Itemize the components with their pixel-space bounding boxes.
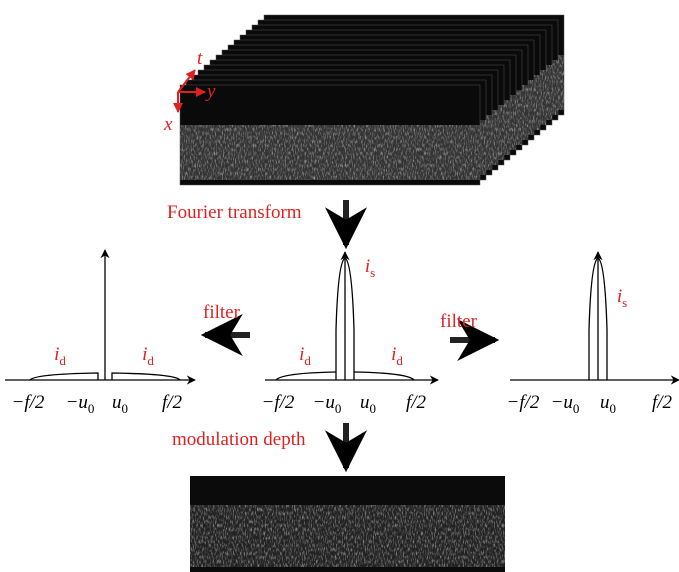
tick-label-main: −u bbox=[551, 392, 573, 413]
tick-label: f/2 bbox=[652, 392, 673, 413]
tick-label: u0 bbox=[600, 392, 616, 416]
image-stack bbox=[180, 15, 564, 185]
component-label: is bbox=[617, 286, 627, 310]
spectra bbox=[5, 250, 679, 380]
arrow-label: filter bbox=[440, 311, 478, 332]
component-label: id bbox=[142, 344, 154, 368]
arrow-label: Fourier transform bbox=[167, 202, 302, 223]
tick-label-main: u bbox=[600, 392, 610, 413]
tick-label-sub: 0 bbox=[122, 401, 129, 416]
bottom-image bbox=[190, 476, 505, 572]
component-label-sub: s bbox=[370, 265, 375, 280]
component-label: id bbox=[391, 344, 403, 368]
tick-label-main: −f/2 bbox=[262, 392, 295, 413]
tick-label-main: f/2 bbox=[162, 392, 183, 413]
tick-label-sub: 0 bbox=[370, 401, 377, 416]
diagram: ty x Fourier transform modulation depth filt… bbox=[0, 0, 679, 572]
arrow-label: filter bbox=[203, 302, 241, 323]
tick-label: u0 bbox=[360, 392, 376, 416]
flow-arrows bbox=[205, 200, 495, 468]
axis-label: x bbox=[163, 114, 173, 135]
tick-label-main: −u bbox=[66, 392, 88, 413]
component-label-sub: s bbox=[622, 295, 627, 310]
slice-noise bbox=[180, 125, 480, 180]
component-label-sub: d bbox=[396, 353, 403, 368]
component-label-sub: d bbox=[304, 353, 311, 368]
tick-label: −f/2 bbox=[262, 392, 295, 413]
component-label: is bbox=[365, 256, 375, 280]
tick-label-main: u bbox=[112, 392, 122, 413]
tick-label: f/2 bbox=[406, 392, 427, 413]
tick-label: −u0 bbox=[551, 392, 580, 416]
component-label-sub: d bbox=[59, 353, 66, 368]
component-label-sub: d bbox=[147, 353, 154, 368]
tick-label-main: −f/2 bbox=[12, 392, 45, 413]
tick-label-sub: 0 bbox=[88, 401, 95, 416]
tick-label: f/2 bbox=[162, 392, 183, 413]
tick-label-main: f/2 bbox=[406, 392, 427, 413]
tick-label-main: −f/2 bbox=[507, 392, 540, 413]
tick-label: −u0 bbox=[313, 392, 342, 416]
component-label: id bbox=[299, 344, 311, 368]
tick-label: −u0 bbox=[66, 392, 95, 416]
tick-label-sub: 0 bbox=[573, 401, 580, 416]
tick-label: u0 bbox=[112, 392, 128, 416]
component-label: id bbox=[54, 344, 66, 368]
tick-label-main: −u bbox=[313, 392, 335, 413]
tick-label-main: f/2 bbox=[652, 392, 673, 413]
axis-label: y bbox=[205, 81, 216, 102]
tick-label-sub: 0 bbox=[610, 401, 617, 416]
tick-label-main: u bbox=[360, 392, 370, 413]
tick-label: −f/2 bbox=[12, 392, 45, 413]
tick-label-sub: 0 bbox=[335, 401, 342, 416]
axis-label: t bbox=[197, 48, 203, 69]
arrow-label: modulation depth bbox=[172, 429, 306, 450]
tick-label: −f/2 bbox=[507, 392, 540, 413]
